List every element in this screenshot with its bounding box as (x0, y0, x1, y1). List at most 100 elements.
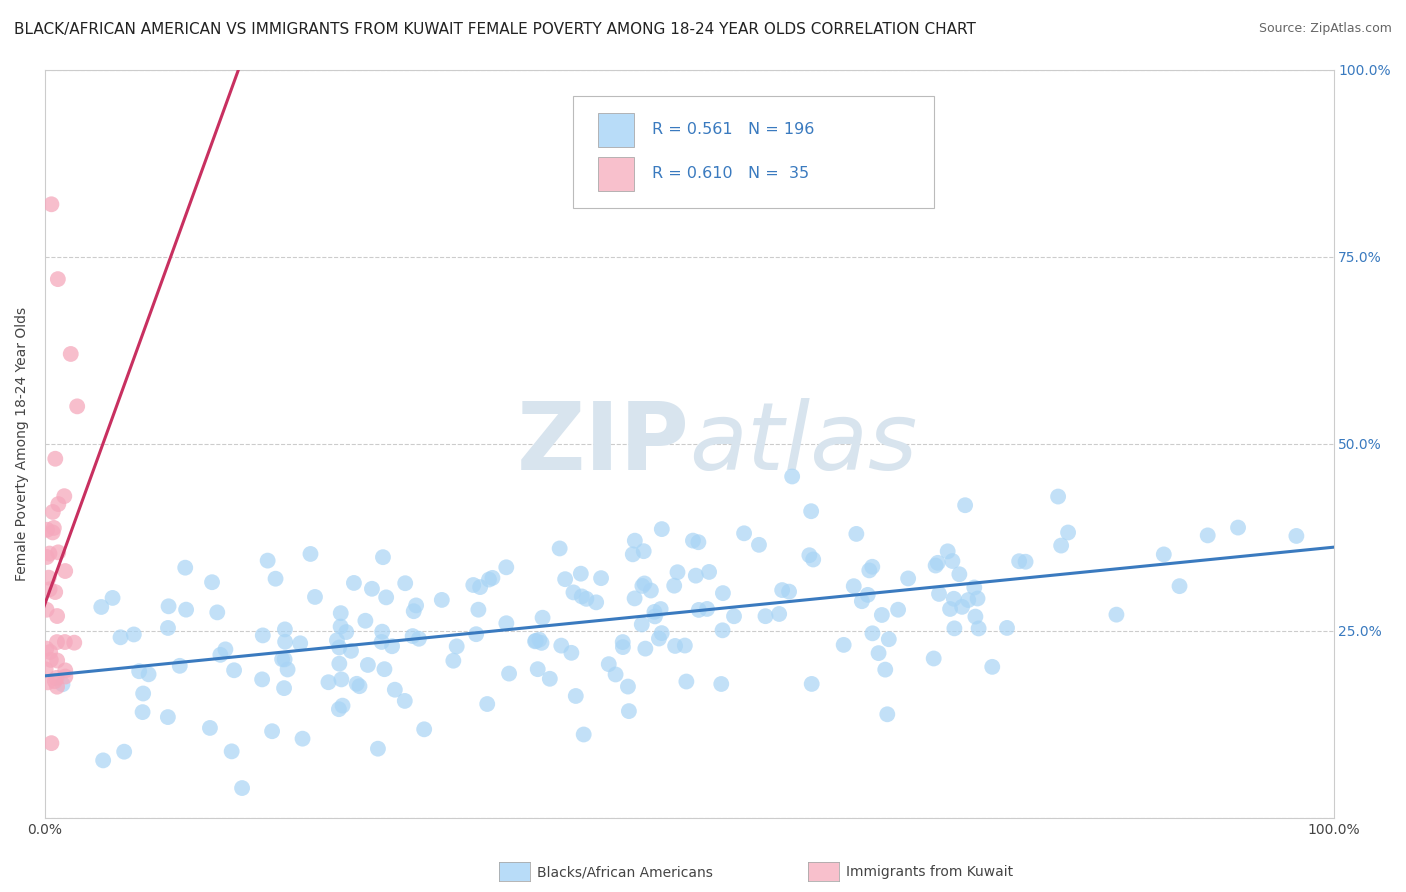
Point (612, 640, 634, 654)
Point (1014, 555, 1036, 569)
Point (531, 611, 554, 625)
Point (59, 347, 82, 361)
Point (132, 686, 155, 700)
FancyBboxPatch shape (574, 95, 934, 208)
Point (800, 677, 823, 691)
Point (44, 585, 66, 599)
Point (37, 675, 59, 690)
Point (328, 640, 350, 655)
Point (326, 633, 349, 648)
Point (963, 581, 986, 595)
Point (862, 626, 884, 640)
Point (967, 622, 990, 636)
Point (688, 603, 710, 617)
Point (477, 697, 499, 711)
Point (468, 580, 491, 594)
Point (274, 634, 297, 648)
Point (664, 639, 686, 653)
Point (277, 663, 299, 677)
Point (46, 272, 69, 286)
Point (41, 197, 63, 211)
Point (565, 689, 588, 703)
Point (529, 632, 551, 647)
Text: Blacks/African Americans: Blacks/African Americans (537, 865, 713, 880)
Point (524, 634, 547, 648)
Point (328, 702, 350, 716)
Point (768, 607, 790, 621)
Point (936, 544, 959, 558)
Text: atlas: atlas (689, 399, 918, 490)
Point (384, 682, 406, 697)
Point (554, 572, 576, 586)
Point (571, 590, 593, 604)
Point (995, 621, 1018, 635)
Point (868, 646, 890, 660)
Point (349, 679, 371, 693)
Point (617, 704, 640, 718)
Text: Source: ZipAtlas.com: Source: ZipAtlas.com (1258, 22, 1392, 36)
Point (711, 586, 734, 600)
Point (633, 544, 655, 558)
Point (939, 602, 962, 616)
Point (41, 525, 63, 540)
Point (371, 550, 394, 565)
Point (273, 652, 295, 666)
Point (941, 554, 963, 568)
Point (371, 624, 394, 639)
Point (780, 469, 803, 483)
Point (1105, 607, 1128, 622)
Point (538, 672, 561, 686)
Point (273, 681, 295, 695)
Point (373, 662, 395, 676)
Point (42, 521, 65, 535)
Point (46, 545, 69, 559)
Point (131, 705, 153, 719)
Point (110, 630, 132, 644)
Point (560, 646, 582, 660)
Point (675, 674, 697, 689)
Point (612, 635, 634, 649)
Point (966, 591, 988, 606)
Point (174, 560, 197, 574)
Point (138, 667, 160, 681)
Point (924, 558, 946, 573)
Point (495, 560, 517, 574)
Point (526, 662, 548, 676)
Point (250, 673, 273, 687)
Y-axis label: Female Poverty Among 18-24 Year Olds: Female Poverty Among 18-24 Year Olds (15, 307, 30, 581)
Point (922, 651, 945, 665)
Point (711, 624, 734, 638)
Point (897, 571, 920, 585)
Point (198, 721, 221, 735)
Point (354, 614, 377, 628)
Point (832, 638, 855, 652)
Point (1008, 554, 1031, 568)
Point (633, 576, 655, 591)
Point (318, 675, 340, 690)
Point (664, 579, 686, 593)
Point (685, 568, 707, 582)
Point (91, 753, 114, 767)
Point (252, 628, 274, 642)
Point (870, 607, 893, 622)
Point (413, 723, 436, 737)
Point (548, 541, 571, 556)
Point (673, 639, 696, 653)
Point (644, 609, 666, 624)
Point (481, 571, 503, 585)
Point (156, 621, 179, 635)
Point (66, 400, 89, 414)
Point (35, 603, 58, 617)
Point (876, 707, 898, 722)
Point (156, 710, 179, 724)
Point (842, 579, 865, 593)
Point (46, 497, 69, 511)
Point (169, 658, 191, 673)
Point (401, 629, 423, 643)
Point (332, 698, 354, 713)
Point (405, 599, 427, 613)
Point (42, 505, 65, 519)
Point (634, 641, 657, 656)
Point (851, 594, 873, 608)
Point (953, 498, 976, 512)
